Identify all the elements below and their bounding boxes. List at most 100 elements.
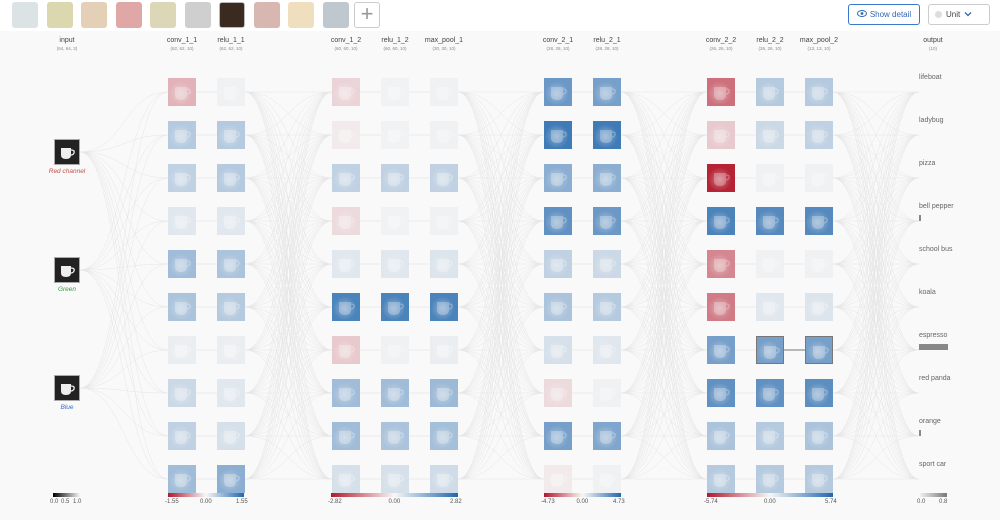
feature-map[interactable] [707,121,735,149]
feature-map[interactable] [756,121,784,149]
feature-map[interactable] [430,336,458,364]
feature-map[interactable] [381,78,409,106]
feature-map[interactable] [332,78,360,106]
feature-map[interactable] [332,293,360,321]
feature-map[interactable] [332,465,360,493]
sport-car-thumbnail[interactable] [322,2,349,28]
feature-map[interactable] [756,465,784,493]
feature-map[interactable] [217,465,245,493]
feature-map[interactable] [544,465,572,493]
feature-map[interactable] [805,207,833,235]
feature-map[interactable] [805,121,833,149]
feature-map[interactable] [707,164,735,192]
feature-map[interactable] [805,250,833,278]
feature-map[interactable] [707,78,735,106]
feature-map[interactable] [544,207,572,235]
feature-map[interactable] [430,422,458,450]
feature-map[interactable] [756,379,784,407]
feature-map[interactable] [168,78,196,106]
unit-select[interactable]: Unit [928,4,990,25]
feature-map[interactable] [593,293,621,321]
feature-map[interactable] [381,121,409,149]
feature-map[interactable] [168,207,196,235]
feature-map[interactable] [707,207,735,235]
feature-map[interactable] [544,250,572,278]
feature-map[interactable] [756,207,784,235]
feature-map[interactable] [217,207,245,235]
feature-map[interactable] [805,336,833,364]
feature-map[interactable] [544,78,572,106]
feature-map[interactable] [217,422,245,450]
feature-map[interactable] [707,250,735,278]
feature-map[interactable] [707,293,735,321]
feature-map[interactable] [430,250,458,278]
feature-map[interactable] [805,293,833,321]
koala-thumbnail[interactable] [184,2,211,28]
feature-map[interactable] [544,293,572,321]
feature-map[interactable] [593,207,621,235]
feature-map[interactable] [332,336,360,364]
feature-map[interactable] [168,250,196,278]
feature-map[interactable] [381,293,409,321]
feature-map[interactable] [430,293,458,321]
feature-map[interactable] [381,465,409,493]
input-channel-image[interactable] [54,375,80,401]
feature-map[interactable] [217,78,245,106]
feature-map[interactable] [430,121,458,149]
feature-map[interactable] [756,250,784,278]
feature-map[interactable] [381,379,409,407]
feature-map[interactable] [168,293,196,321]
feature-map[interactable] [430,164,458,192]
feature-map[interactable] [332,121,360,149]
feature-map[interactable] [544,164,572,192]
feature-map[interactable] [168,465,196,493]
feature-map[interactable] [381,207,409,235]
feature-map[interactable] [593,250,621,278]
feature-map[interactable] [332,250,360,278]
feature-map[interactable] [381,336,409,364]
feature-map[interactable] [756,422,784,450]
feature-map[interactable] [756,293,784,321]
feature-map[interactable] [332,207,360,235]
feature-map[interactable] [168,336,196,364]
feature-map[interactable] [544,336,572,364]
input-channel-image[interactable] [54,139,80,165]
feature-map[interactable] [593,121,621,149]
feature-map[interactable] [805,78,833,106]
school-bus-thumbnail[interactable] [150,2,176,28]
feature-map[interactable] [430,465,458,493]
feature-map[interactable] [332,422,360,450]
feature-map[interactable] [544,422,572,450]
feature-map[interactable] [593,379,621,407]
feature-map[interactable] [805,465,833,493]
feature-map[interactable] [381,422,409,450]
show-detail-button[interactable]: Show detail [848,4,920,25]
feature-map[interactable] [593,164,621,192]
feature-map[interactable] [707,422,735,450]
feature-map[interactable] [430,207,458,235]
orange-thumbnail[interactable] [288,2,314,28]
feature-map[interactable] [430,78,458,106]
bell-pepper-thumbnail[interactable] [115,2,142,28]
feature-map[interactable] [805,422,833,450]
feature-map[interactable] [805,164,833,192]
red-panda-thumbnail[interactable] [253,2,280,28]
feature-map[interactable] [217,164,245,192]
feature-map[interactable] [381,250,409,278]
feature-map[interactable] [707,465,735,493]
feature-map[interactable] [593,336,621,364]
feature-map[interactable] [381,164,409,192]
feature-map[interactable] [756,164,784,192]
espresso-thumbnail[interactable] [219,2,245,28]
feature-map[interactable] [593,422,621,450]
feature-map[interactable] [217,336,245,364]
feature-map[interactable] [332,379,360,407]
feature-map[interactable] [544,379,572,407]
feature-map[interactable] [217,250,245,278]
feature-map[interactable] [544,121,572,149]
feature-map[interactable] [217,121,245,149]
feature-map[interactable] [593,78,621,106]
input-channel-image[interactable] [54,257,80,283]
feature-map[interactable] [168,379,196,407]
feature-map[interactable] [168,164,196,192]
